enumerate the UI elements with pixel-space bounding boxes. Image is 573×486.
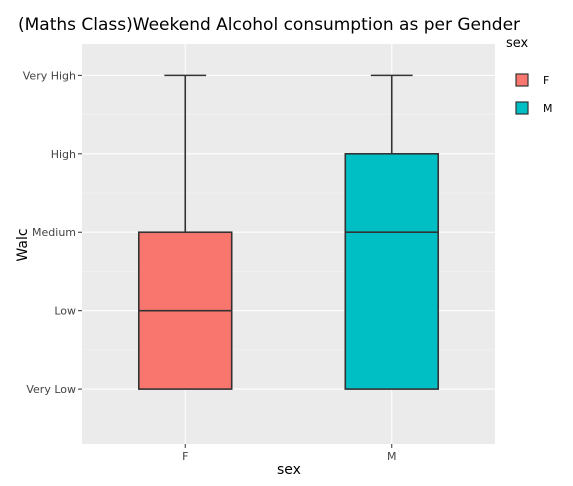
legend-item-F: F (515, 73, 549, 87)
y-axis-title: Walc (15, 228, 31, 261)
legend-title: sex (506, 36, 529, 51)
box-F (137, 74, 233, 390)
legend-label: F (543, 74, 549, 87)
legend: sex F M (506, 36, 553, 115)
box-rect (344, 153, 440, 390)
legend-item-M: M (515, 101, 553, 115)
legend-key (515, 101, 529, 115)
x-tick-label: F (182, 450, 188, 463)
axis-ticks: Very Low Low Medium High Very High F M (23, 69, 397, 463)
y-tick-label: Low (54, 305, 76, 318)
legend-label: M (543, 102, 553, 115)
x-axis-title: sex (277, 462, 301, 478)
legend-key (515, 73, 529, 87)
box-M (344, 74, 440, 390)
y-tick-label: Medium (32, 226, 76, 239)
x-tick-label: M (387, 450, 397, 463)
y-tick-label: Very High (23, 69, 76, 82)
y-tick-label: Very Low (26, 383, 76, 396)
chart-title: (Maths Class)Weekend Alcohol consumption… (18, 15, 520, 35)
boxes-layer (137, 74, 440, 390)
y-tick-label: High (51, 148, 76, 161)
